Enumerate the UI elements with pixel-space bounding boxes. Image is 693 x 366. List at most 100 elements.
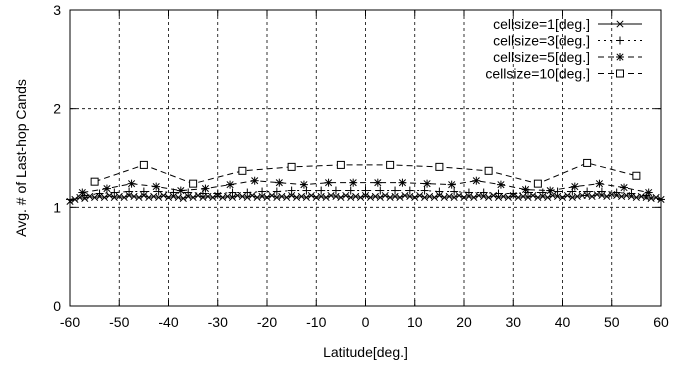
data-point <box>420 186 429 195</box>
data-point <box>275 178 284 187</box>
data-point <box>258 187 267 196</box>
y-axis-label: Avg. # of Last-hop Cands <box>13 79 29 237</box>
data-point <box>447 180 456 189</box>
series-line-cellsize-10-deg <box>94 162 637 185</box>
data-point <box>391 186 400 195</box>
series-cellsize-3-deg <box>66 186 665 204</box>
data-point <box>90 177 99 186</box>
data-point <box>238 166 247 175</box>
legend: cellsize=1[deg.] cellsize=3[deg.] cellsi… <box>485 16 642 82</box>
legend-marker <box>616 53 624 61</box>
data-point <box>405 186 414 195</box>
x-tick-label: 30 <box>505 314 521 330</box>
data-point <box>430 193 439 202</box>
data-point <box>184 188 193 197</box>
legend-label-cellsize-1: cellsize=1[deg.] <box>493 16 590 32</box>
data-point <box>287 186 296 195</box>
data-point <box>288 191 296 200</box>
series-cellsize-1-deg <box>66 190 665 205</box>
data-point <box>263 193 271 202</box>
data-point <box>588 192 596 201</box>
data-point <box>472 176 481 185</box>
data-point <box>521 185 530 194</box>
data-point <box>135 193 143 202</box>
data-point <box>423 179 432 188</box>
data-point <box>361 186 370 195</box>
data-point <box>558 193 567 202</box>
series-line-cellsize-5-deg <box>82 180 649 194</box>
data-point <box>603 192 611 201</box>
data-point <box>213 189 222 198</box>
data-point <box>322 193 330 202</box>
data-point <box>110 188 119 197</box>
data-point <box>324 178 333 187</box>
data-point <box>398 178 407 187</box>
data-point <box>102 184 111 193</box>
data-point <box>336 160 345 169</box>
x-tick-label: -50 <box>109 314 129 330</box>
data-point <box>152 182 161 191</box>
series-cellsize-10-deg <box>90 158 641 188</box>
data-point <box>302 186 311 195</box>
data-point <box>100 193 109 202</box>
data-point <box>272 187 281 196</box>
data-point <box>283 193 291 202</box>
x-tick-label: 40 <box>555 314 571 330</box>
data-point <box>342 191 350 200</box>
x-tick-label: -20 <box>257 314 277 330</box>
data-point <box>553 187 562 196</box>
data-point <box>632 171 641 180</box>
data-point <box>179 194 187 203</box>
data-point <box>189 193 197 202</box>
data-point <box>160 191 168 200</box>
data-point <box>479 188 488 197</box>
data-point <box>139 160 148 169</box>
data-point <box>464 188 473 197</box>
y-tick-label: 1 <box>53 199 61 215</box>
legend-label-cellsize-3: cellsize=3[deg.] <box>493 33 590 49</box>
data-point <box>563 191 571 200</box>
y-tick-label: 0 <box>53 298 61 314</box>
data-point <box>529 191 537 200</box>
data-point <box>450 187 459 196</box>
data-point <box>416 191 424 200</box>
legend-marker <box>616 36 624 45</box>
legend-label-cellsize-5: cellsize=5[deg.] <box>493 49 590 65</box>
data-point <box>268 191 276 200</box>
data-point <box>331 186 340 195</box>
x-tick-label: 50 <box>604 314 620 330</box>
data-point <box>570 182 579 191</box>
data-point <box>120 193 128 202</box>
data-point <box>485 193 493 202</box>
data-point <box>435 162 444 171</box>
data-point <box>201 184 210 193</box>
data-point <box>243 193 251 202</box>
data-point <box>657 195 665 204</box>
x-tick-label: -60 <box>60 314 80 330</box>
data-point <box>396 193 404 202</box>
data-point <box>595 179 604 188</box>
x-axis-label: Latitude[deg.] <box>323 344 408 360</box>
data-point <box>176 186 185 195</box>
data-point <box>361 191 370 200</box>
data-point <box>209 193 217 202</box>
data-point <box>583 158 592 167</box>
data-point <box>189 179 198 188</box>
data-point <box>455 191 463 200</box>
data-point <box>450 193 458 202</box>
series-layer <box>66 158 665 205</box>
data-point <box>78 188 87 197</box>
data-point <box>470 193 478 202</box>
data-point <box>509 189 518 198</box>
x-axis: -60 -50 -40 -30 -20 -10 0 10 20 30 40 50 60 <box>60 10 669 330</box>
x-tick-label: 0 <box>362 314 370 330</box>
data-point <box>546 186 555 195</box>
data-point <box>620 183 629 192</box>
y-tick-label: 2 <box>53 101 61 117</box>
x-tick-label: 20 <box>456 314 472 330</box>
x-tick-label: -40 <box>158 314 178 330</box>
data-point <box>583 187 592 196</box>
data-point <box>228 193 237 202</box>
data-point <box>139 187 148 196</box>
